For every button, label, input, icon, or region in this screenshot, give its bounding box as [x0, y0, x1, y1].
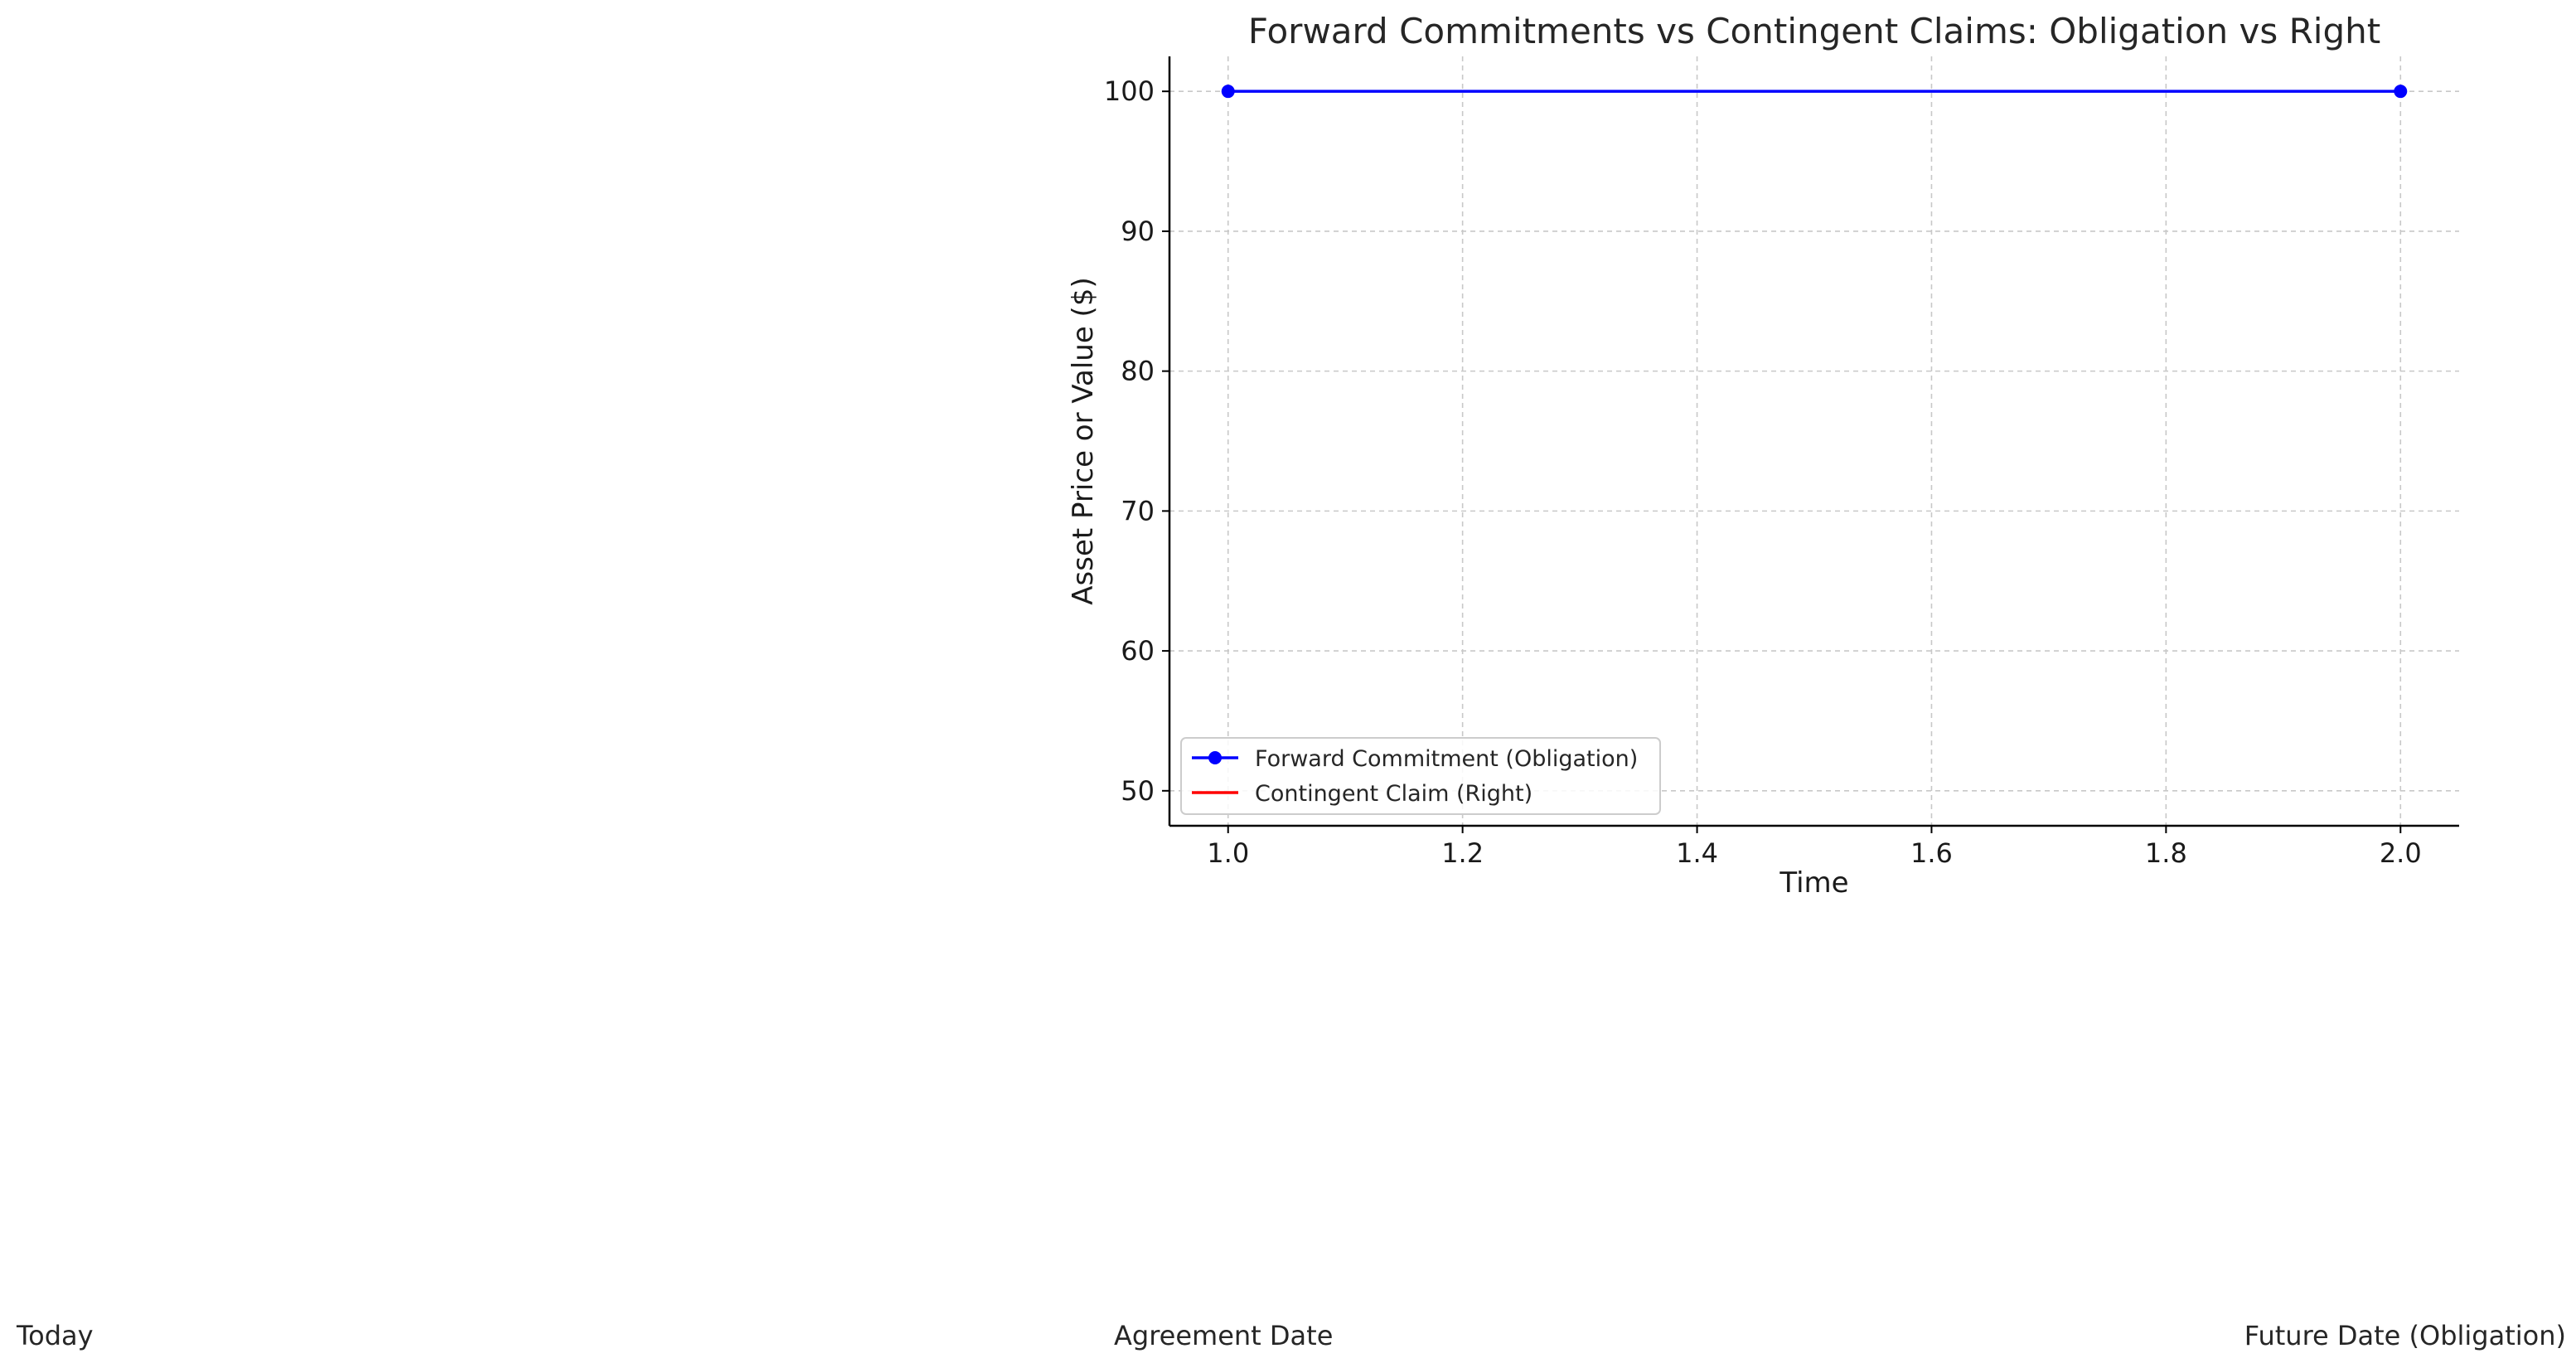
annotation-future-date: Future Date (Obligation)	[2244, 1320, 2566, 1351]
x-tick-label: 1.0	[1207, 837, 1249, 869]
y-tick-label: 80	[1121, 356, 1155, 387]
x-tick-label: 1.2	[1441, 837, 1484, 869]
legend: Forward Commitment (Obligation) Continge…	[1180, 737, 1661, 815]
x-tick-label: 1.4	[1676, 837, 1718, 869]
data-point	[1221, 85, 1235, 99]
y-tick-label: 50	[1121, 775, 1155, 807]
annotation-today: Today	[16, 1320, 94, 1351]
x-tick-label: 1.8	[2145, 837, 2187, 869]
legend-label-forward: Forward Commitment (Obligation)	[1255, 746, 1638, 772]
x-axis-label: Time	[1779, 866, 1848, 900]
y-tick-label: 90	[1121, 216, 1155, 247]
y-tick-label: 70	[1121, 495, 1155, 526]
x-tick-label: 2.0	[2380, 837, 2422, 869]
y-axis-label: Asset Price or Value ($)	[1067, 277, 1100, 604]
chart-title: Forward Commitments vs Contingent Claims…	[1248, 11, 2380, 51]
grid	[1169, 56, 2459, 826]
data-point	[2394, 85, 2408, 99]
axes	[1168, 56, 2459, 827]
legend-marker-forward	[1208, 751, 1222, 764]
x-tick-label: 1.6	[1910, 837, 1953, 869]
y-ticks: 50 60 70 80 90 100	[1104, 75, 1169, 807]
x-ticks: 1.0 1.2 1.4 1.6 1.8 2.0	[1207, 826, 2422, 869]
y-tick-label: 60	[1121, 635, 1155, 667]
legend-label-contingent: Contingent Claim (Right)	[1255, 781, 1533, 807]
annotation-agreement-date: Agreement Date	[1114, 1320, 1333, 1351]
series	[1221, 85, 2408, 99]
legend-box	[1180, 737, 1661, 815]
y-tick-label: 100	[1104, 75, 1155, 107]
